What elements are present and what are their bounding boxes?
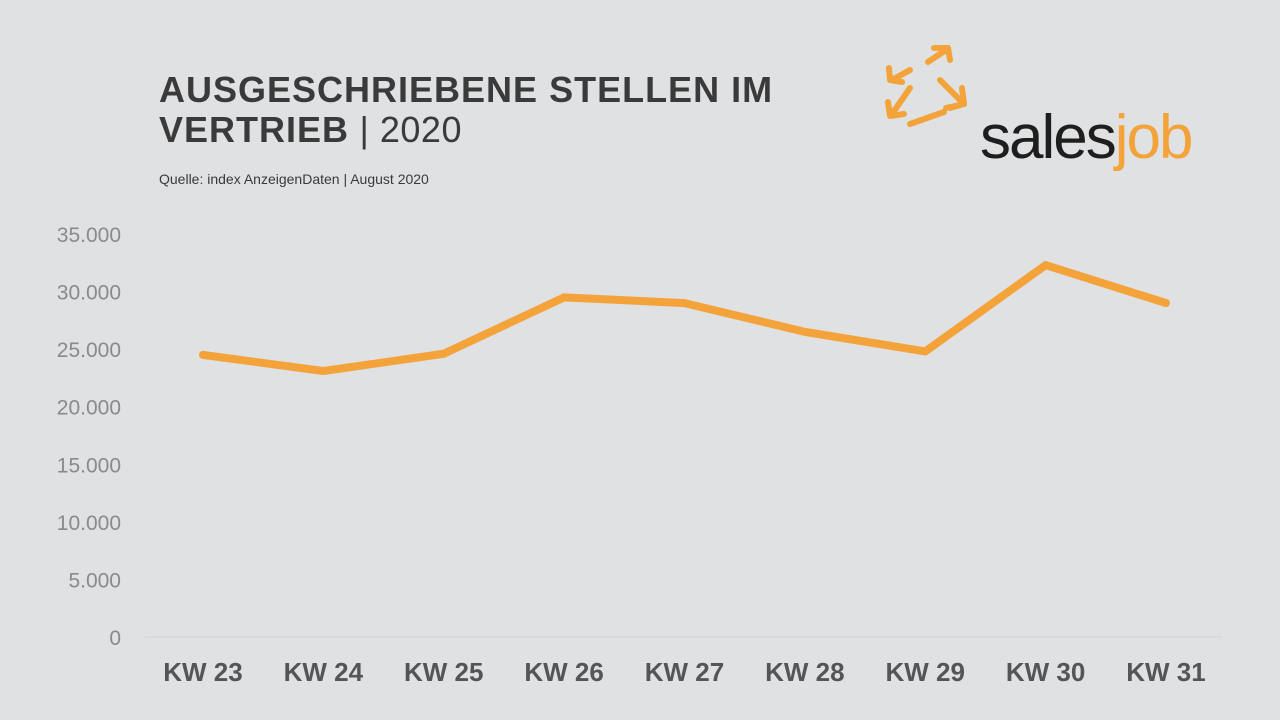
logo-word-sales: sales bbox=[980, 103, 1117, 172]
series-group bbox=[199, 261, 1170, 376]
y-tick-label: 35.000 bbox=[57, 224, 121, 247]
x-tick-label: KW 30 bbox=[1006, 657, 1085, 687]
x-tick-label: KW 25 bbox=[404, 657, 483, 687]
logo-wordmark: salesjob bbox=[980, 102, 1194, 174]
arrows-out-icon bbox=[885, 45, 967, 127]
x-tick-label: KW 29 bbox=[886, 657, 965, 687]
title-main: AUSGESCHRIEBENE STELLEN IM VERTRIEB bbox=[159, 69, 774, 150]
logo-word-job: job bbox=[1114, 103, 1194, 172]
y-tick-label: 0 bbox=[109, 627, 121, 650]
data-point bbox=[921, 347, 930, 356]
data-point bbox=[439, 349, 448, 358]
y-tick-label: 5.000 bbox=[68, 569, 121, 592]
y-tick-label: 15.000 bbox=[57, 454, 121, 477]
x-tick-label: KW 23 bbox=[163, 657, 242, 687]
source-note: Quelle: index AnzeigenDaten | August 202… bbox=[159, 171, 429, 187]
data-point bbox=[680, 299, 689, 308]
data-point bbox=[319, 367, 328, 376]
data-point bbox=[560, 293, 569, 302]
y-tick-label: 10.000 bbox=[57, 512, 121, 535]
y-axis: 0 5.000 10.000 15.000 20.000 25.000 30.000 35.0… bbox=[57, 224, 121, 650]
x-tick-label: KW 26 bbox=[524, 657, 603, 687]
series-line bbox=[202, 261, 1168, 376]
data-point bbox=[1162, 299, 1170, 308]
y-tick-label: 30.000 bbox=[57, 282, 121, 305]
y-tick-label: 25.000 bbox=[57, 339, 121, 362]
data-point bbox=[800, 327, 809, 336]
salesjob-logo: salesjob bbox=[880, 40, 1250, 180]
y-tick-label: 20.000 bbox=[57, 397, 121, 420]
x-tick-label: KW 27 bbox=[645, 657, 724, 687]
x-tick-label: KW 31 bbox=[1126, 657, 1205, 687]
x-axis: KW 23 KW 24 KW 25 KW 26 KW 27 KW 28 KW 29 KW 30… bbox=[163, 657, 1205, 687]
title-year: 2020 bbox=[379, 109, 462, 150]
data-point bbox=[1041, 261, 1050, 270]
chart-title: AUSGESCHRIEBENE STELLEN IM VERTRIEB | 20… bbox=[159, 70, 879, 150]
x-tick-label: KW 24 bbox=[284, 657, 364, 687]
x-tick-label: KW 28 bbox=[765, 657, 844, 687]
title-separator: | bbox=[349, 109, 380, 150]
data-point bbox=[199, 350, 207, 359]
